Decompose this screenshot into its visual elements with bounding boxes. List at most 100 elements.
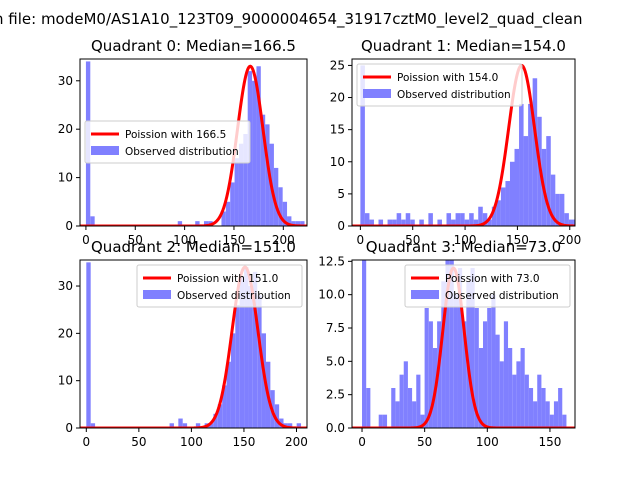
histogram-bar xyxy=(252,271,258,428)
histogram-bar xyxy=(256,66,261,226)
histogram-bar xyxy=(213,413,218,428)
histogram-bar xyxy=(528,103,533,226)
histogram-bar xyxy=(505,181,510,226)
histogram-bar xyxy=(499,361,504,428)
y-tick-label: 20 xyxy=(58,122,73,136)
histogram-bar xyxy=(503,321,509,428)
histogram-bar xyxy=(437,321,442,428)
subplot-title: Quadrant 1: Median=154.0 xyxy=(361,37,566,55)
histogram-bar xyxy=(491,294,496,428)
histogram-bar xyxy=(533,401,538,428)
histogram-bar xyxy=(366,388,371,428)
legend-fit-label: Poission with 73.0 xyxy=(445,273,540,285)
histogram-bar xyxy=(420,414,425,428)
histogram-bar xyxy=(470,268,475,428)
histogram-bar xyxy=(235,304,240,428)
histogram-bar xyxy=(424,308,429,428)
histogram-bar xyxy=(453,294,458,428)
histogram-bar xyxy=(203,221,209,226)
histogram-bar xyxy=(244,267,249,428)
histogram-bar xyxy=(243,134,248,226)
histogram-bar xyxy=(226,361,231,428)
histogram-bar xyxy=(457,268,463,428)
histogram-bar xyxy=(568,219,574,226)
y-tick-label: 15 xyxy=(330,123,345,137)
legend: Poission with 73.0 Observed distribution xyxy=(404,264,571,308)
figure-suptitle: n file: modeM0/AS1A10_123T09_9000004654_… xyxy=(0,10,583,29)
histogram-bar xyxy=(469,213,474,226)
y-tick-label: 0 xyxy=(65,421,73,435)
histogram-bar xyxy=(378,414,383,428)
histogram-bar xyxy=(274,404,280,428)
y-tick-label: 30 xyxy=(58,74,73,88)
histogram-bar xyxy=(252,80,257,226)
histogram-bar xyxy=(169,423,174,428)
histogram-bar xyxy=(445,260,450,428)
x-tick-label: 100 xyxy=(180,435,203,449)
x-tick-label: 200 xyxy=(558,233,581,247)
histogram-bar xyxy=(559,193,565,226)
histogram-bar xyxy=(516,361,521,428)
x-tick-label: 50 xyxy=(405,233,420,247)
histogram-bar xyxy=(86,262,91,428)
axes-frame xyxy=(351,58,576,227)
histogram-bar xyxy=(462,321,467,428)
histogram-bar xyxy=(441,281,446,428)
histogram-bar xyxy=(532,78,538,226)
y-tick-label: 30 xyxy=(58,279,73,293)
histogram-bar xyxy=(395,401,400,428)
y-tick-label: 10.0 xyxy=(318,288,345,302)
subplot-title: Quadrant 0: Median=166.5 xyxy=(91,37,296,55)
histogram-bar xyxy=(512,374,517,428)
histogram-bar xyxy=(449,260,454,428)
histogram-bar xyxy=(555,193,560,226)
subplot-quadrant-2: 0 50 100 150 200 0 10 20 30 Quadrant 2: Median=15… xyxy=(58,238,308,449)
legend: Poission with 151.0 Observed distribution xyxy=(136,264,303,308)
y-tick-label: 0.0 xyxy=(326,421,345,435)
histogram-bar xyxy=(446,213,452,226)
legend-observed-label: Observed distribution xyxy=(125,146,239,158)
histogram-bar xyxy=(392,219,397,226)
histogram-bar xyxy=(360,65,365,226)
histogram-bar xyxy=(403,361,408,428)
histogram-bar xyxy=(177,221,183,226)
histogram-bar xyxy=(405,213,411,226)
x-tick-label: 150 xyxy=(223,233,246,247)
histogram-bar xyxy=(300,221,305,226)
histogram-bar xyxy=(487,308,492,428)
histogram-bar xyxy=(90,216,95,226)
histogram-bar xyxy=(410,219,415,226)
x-tick-label: 100 xyxy=(476,435,499,449)
y-tick-label: 2.5 xyxy=(326,388,345,402)
histogram-bar xyxy=(451,219,456,226)
histogram-bar xyxy=(90,423,96,428)
histogram-bar xyxy=(487,219,492,226)
histogram-bar xyxy=(296,423,302,428)
histogram-bar xyxy=(478,348,484,428)
histogram-bar xyxy=(541,388,546,428)
legend-observed-swatch xyxy=(411,290,439,299)
x-tick-label: 200 xyxy=(272,233,295,247)
histogram-bar xyxy=(195,423,201,428)
y-tick-label: 5.0 xyxy=(326,354,345,368)
x-tick-label: 100 xyxy=(454,233,477,247)
histogram-bar xyxy=(500,187,506,226)
histogram-bar xyxy=(287,216,292,226)
histogram-bar xyxy=(278,187,283,226)
histogram-bar xyxy=(225,201,231,226)
histogram-bar xyxy=(364,213,370,226)
x-tick-label: 200 xyxy=(285,435,308,449)
histogram-bar xyxy=(391,388,396,428)
histogram-bar xyxy=(550,174,556,226)
histogram-bar xyxy=(378,219,384,226)
histogram-bar xyxy=(523,136,529,226)
legend-box xyxy=(404,264,571,308)
histogram-bar xyxy=(230,182,235,226)
histogram-bar xyxy=(573,219,575,226)
histogram-bar xyxy=(466,281,471,428)
subplot-title: Quadrant 3: Median=73.0 xyxy=(366,238,561,256)
axes-frame xyxy=(79,58,308,227)
legend-fit-label: Poission with 154.0 xyxy=(397,72,498,84)
x-tick-label: 50 xyxy=(128,233,143,247)
histogram-bar xyxy=(260,114,266,226)
